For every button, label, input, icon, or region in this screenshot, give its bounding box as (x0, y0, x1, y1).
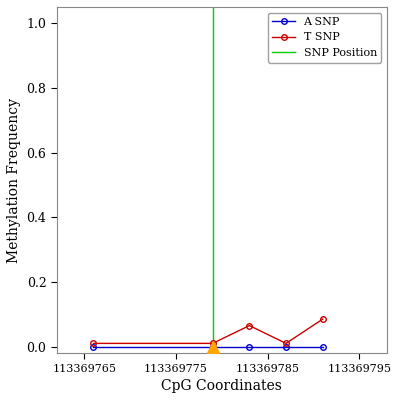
Y-axis label: Methylation Frequency: Methylation Frequency (7, 98, 21, 262)
X-axis label: CpG Coordinates: CpG Coordinates (162, 379, 282, 393)
Legend: A SNP, T SNP, SNP Position: A SNP, T SNP, SNP Position (268, 12, 381, 62)
